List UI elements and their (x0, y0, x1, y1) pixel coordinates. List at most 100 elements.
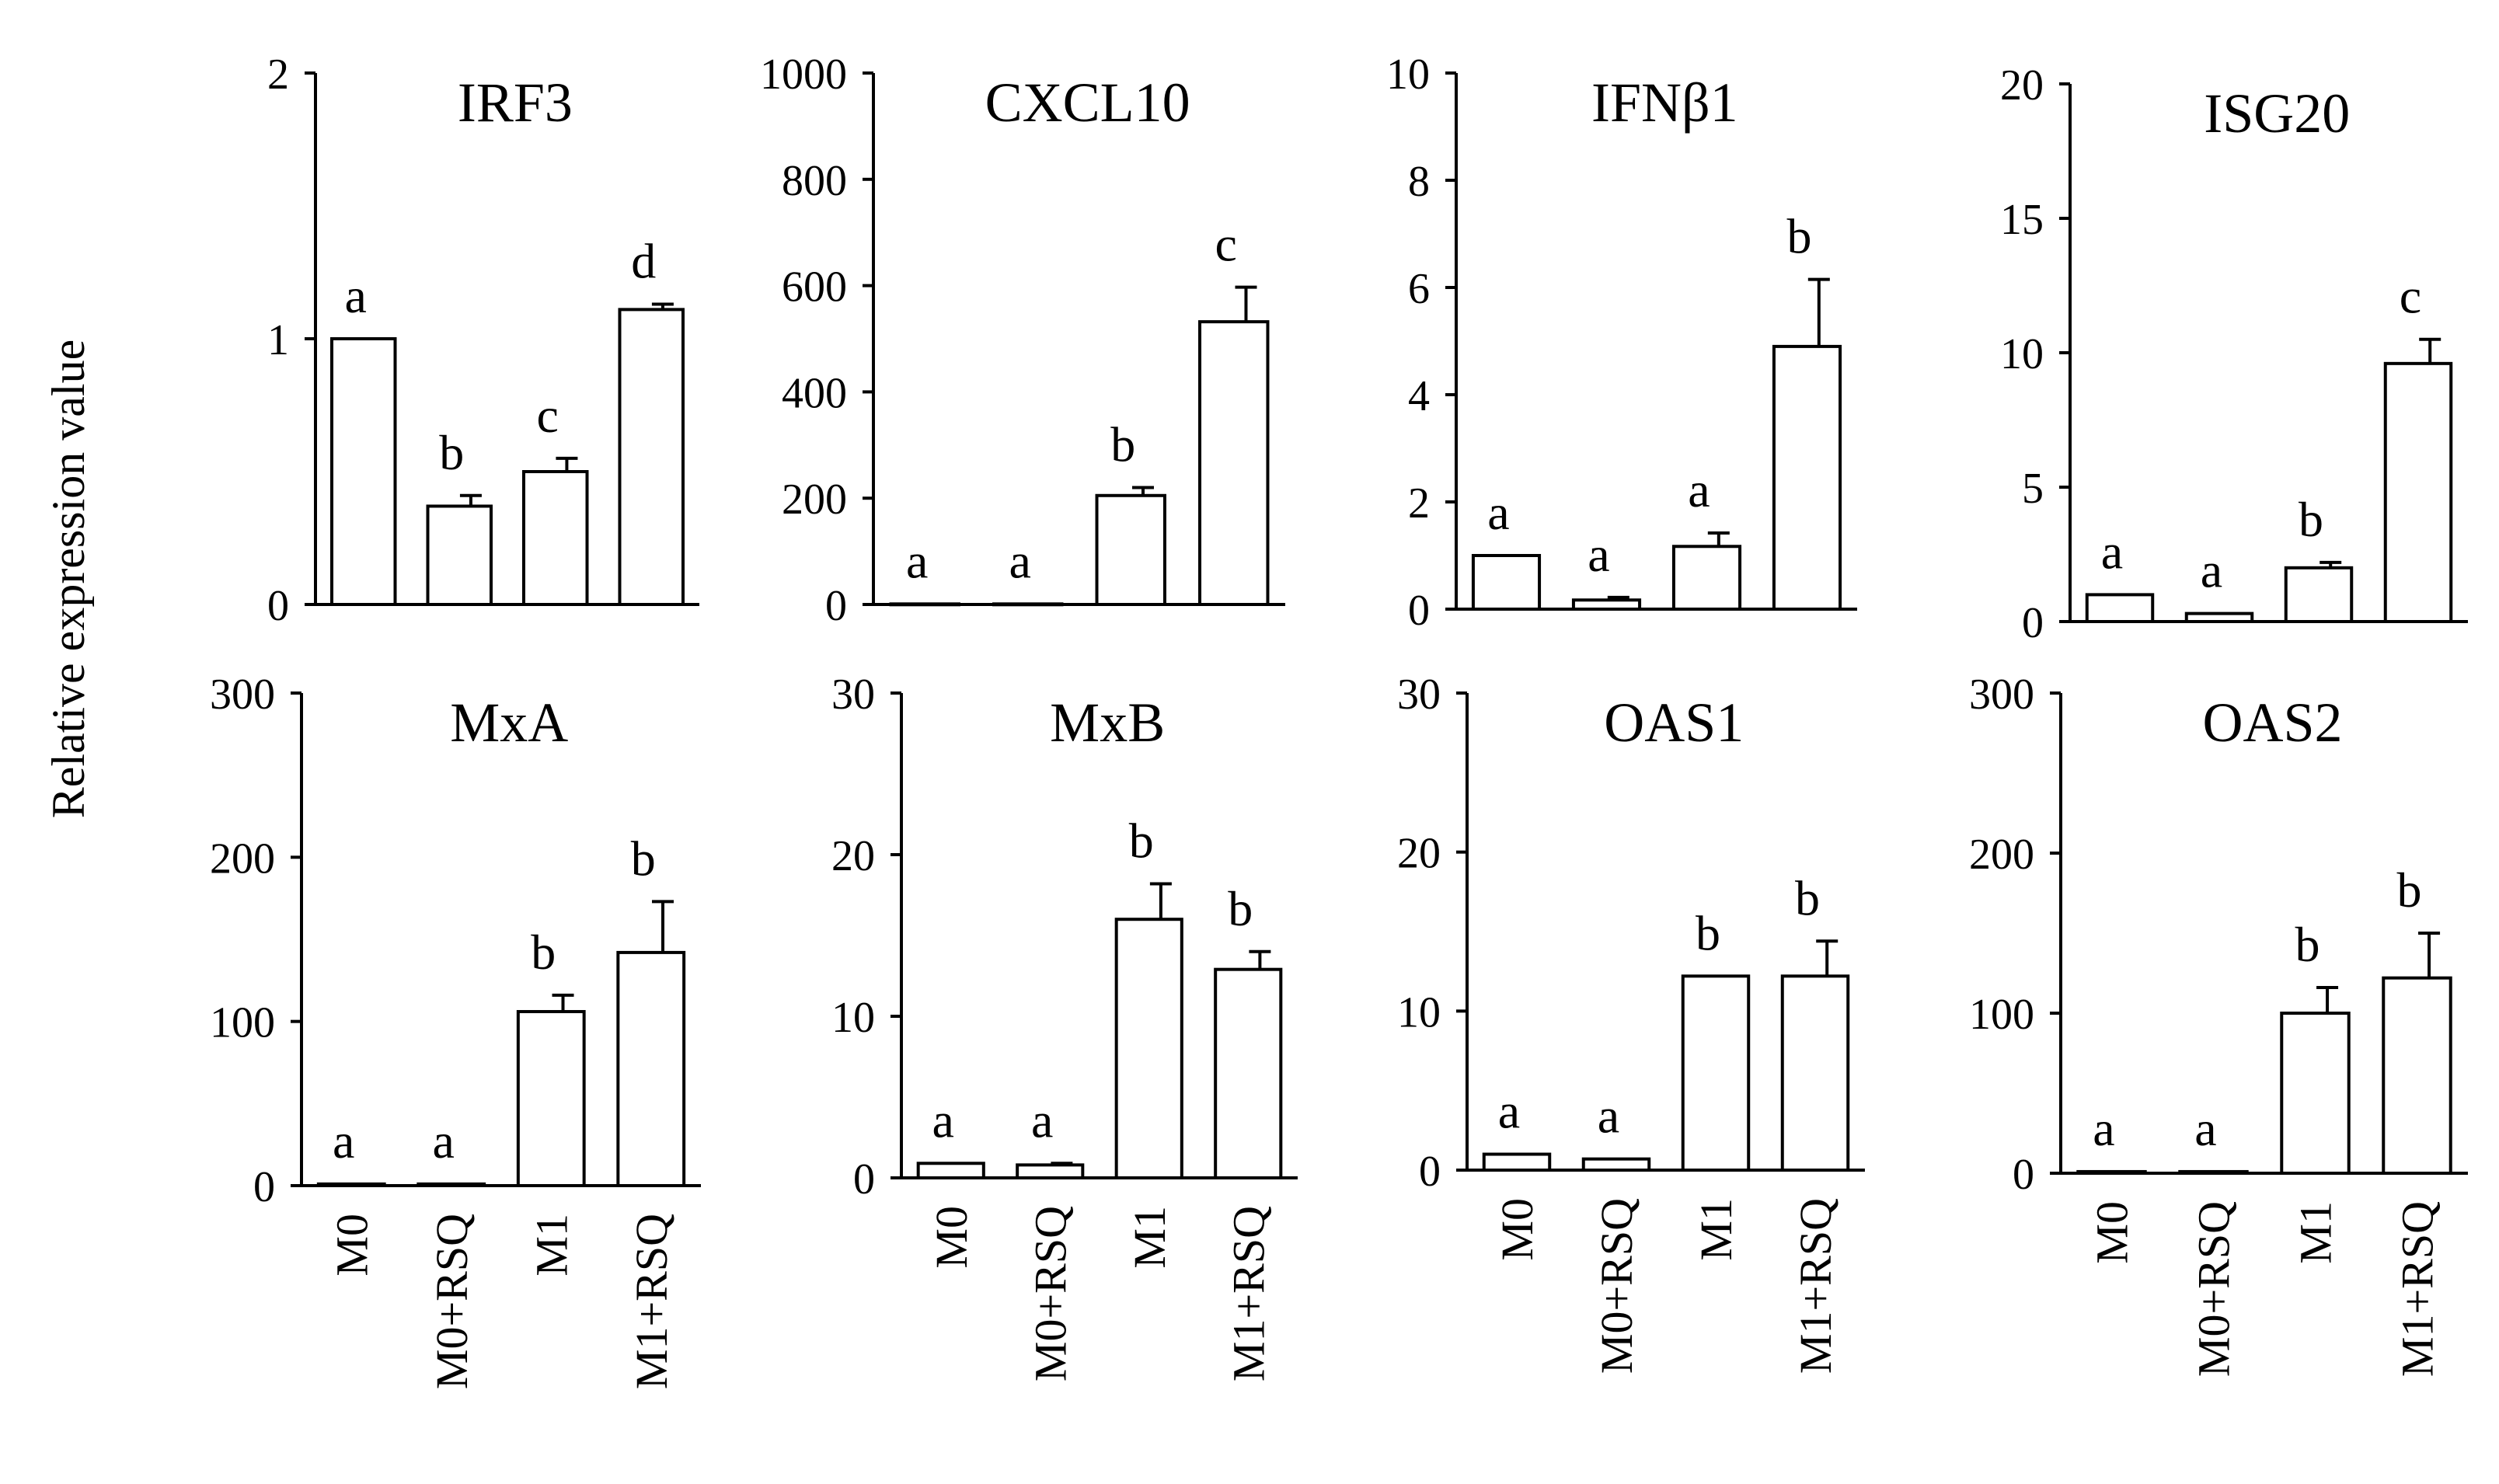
bar (1681, 974, 1751, 1172)
bar (1095, 493, 1166, 607)
y-tick-label: 300 (1969, 671, 2034, 719)
y-tick-label: 100 (1969, 991, 2034, 1039)
significance-letter: a (932, 1092, 954, 1148)
panel-title: IFNβ1 (1591, 71, 1738, 134)
significance-letter: b (1795, 870, 1820, 925)
bar (416, 1182, 486, 1188)
category-label: M1 (2291, 1201, 2341, 1264)
y-tick-label: 6 (1408, 265, 1430, 313)
y-tick-label: 10 (1386, 51, 1430, 99)
significance-letter: a (1487, 485, 1509, 540)
bar (2178, 1169, 2249, 1175)
y-tick-label: 0 (1419, 1148, 1441, 1196)
significance-letter: a (1598, 1089, 1619, 1144)
panel-mxb: 0 10 20 30 MxB a M0 a M0+RSQ b M1 b M1+RSQ (831, 671, 1298, 1381)
category-label: M1 (1124, 1206, 1175, 1269)
y-tick-label: 10 (831, 994, 875, 1042)
bar (2284, 566, 2354, 623)
y-tick-label: 0 (2013, 1151, 2034, 1199)
significance-letter: b (631, 831, 656, 886)
category-label: M0+RSQ (1025, 1206, 1075, 1381)
significance-letter: c (537, 388, 559, 443)
panel-title: MxB (1050, 691, 1165, 754)
panel-oas2: 0 100 200 300 OAS2 a M0 a M0+RSQ b M1 b M1+RSQ (1969, 671, 2468, 1377)
category-label: M0+RSQ (1591, 1198, 1642, 1374)
category-label: M1 (1691, 1198, 1741, 1261)
category-label: M1+RSQ (1223, 1206, 1274, 1381)
category-label: M0+RSQ (2189, 1201, 2239, 1377)
bar (516, 1009, 586, 1188)
bar (329, 337, 397, 606)
panel-title: IRF3 (458, 71, 573, 134)
panel-isg20: 0 5 10 15 20 ISG20 a a b c (2000, 61, 2468, 647)
significance-letter: a (1588, 527, 1609, 582)
significance-letter: d (631, 234, 656, 289)
y-tick-label: 1 (267, 316, 289, 364)
y-tick-label: 600 (782, 263, 847, 312)
y-tick-label: 0 (2022, 599, 2044, 647)
y-tick-label: 20 (2000, 61, 2044, 110)
bar (1581, 1157, 1651, 1172)
bar (521, 470, 589, 606)
y-tick-label: 0 (853, 1155, 875, 1204)
panel-ifn-1: 0 2 4 6 8 10 IFNβ1 a a a b (1386, 51, 1857, 635)
y-tick-label: 0 (267, 582, 289, 630)
bar (1114, 918, 1183, 1179)
bar (1016, 1163, 1085, 1179)
bar (426, 504, 493, 607)
category-label: M0 (1492, 1198, 1542, 1261)
y-tick-label: 10 (2000, 330, 2044, 378)
category-label: M0 (326, 1214, 377, 1277)
panel-title: ISG20 (2204, 82, 2350, 145)
bar (316, 1182, 386, 1188)
bar (916, 1162, 985, 1180)
y-tick-label: 8 (1408, 158, 1430, 206)
y-tick-label: 20 (831, 832, 875, 880)
y-tick-label: 30 (831, 671, 875, 719)
y-tick-label: 0 (253, 1163, 275, 1211)
bar (1471, 554, 1542, 611)
category-label: M1+RSQ (2393, 1201, 2443, 1377)
y-tick-label: 5 (2022, 465, 2044, 513)
significance-letter: a (345, 268, 367, 323)
significance-letter: b (2299, 492, 2323, 547)
y-tick-label: 200 (1969, 831, 2034, 879)
y-tick-label: 30 (1397, 671, 1441, 719)
bar (616, 950, 686, 1187)
significance-letter: a (2093, 1101, 2114, 1156)
significance-letter: a (1009, 533, 1031, 588)
bar (2280, 1012, 2351, 1175)
bar (2085, 593, 2155, 624)
bar (1214, 967, 1283, 1180)
bar (1571, 598, 1642, 611)
significance-letter: c (2400, 269, 2421, 324)
significance-letter: b (2397, 862, 2422, 918)
significance-letter: a (2101, 524, 2123, 579)
bar (1198, 320, 1270, 606)
y-tick-label: 200 (782, 476, 847, 524)
bar (2383, 361, 2453, 623)
panel-irf3: 0 1 2 IRF3 a b c d (267, 51, 699, 630)
significance-letter: b (439, 425, 464, 480)
significance-letter: a (1688, 462, 1710, 517)
panel-title: OAS2 (2202, 691, 2342, 754)
y-tick-label: 2 (267, 51, 289, 99)
significance-letter: b (1787, 209, 1812, 264)
significance-letter: b (1129, 813, 1154, 868)
panel-cxcl10: 0 200 400 600 800 1000 CXCL10 a a b c (760, 51, 1285, 630)
significance-letter: a (2201, 543, 2222, 598)
bar (1671, 545, 1742, 611)
significance-letter: a (1031, 1092, 1053, 1148)
category-label: M1 (526, 1214, 577, 1277)
y-tick-label: 100 (210, 999, 275, 1047)
category-label: M0 (926, 1206, 977, 1269)
bar (2076, 1169, 2147, 1175)
panel-oas1: 0 10 20 30 OAS1 a M0 a M0+RSQ b M1 b M1+RSQ (1397, 671, 1865, 1374)
significance-letter: a (1498, 1084, 1520, 1139)
bar (2184, 611, 2254, 623)
y-tick-label: 0 (825, 582, 847, 630)
y-tick-label: 4 (1408, 372, 1430, 420)
bar (2382, 976, 2452, 1176)
significance-letter: a (333, 1113, 354, 1169)
